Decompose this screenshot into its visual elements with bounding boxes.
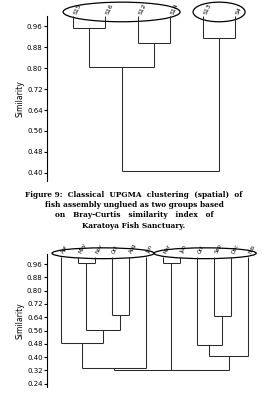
Y-axis label: Similarity: Similarity <box>15 80 24 117</box>
Text: Figure 9:  Classical  UPGMA  clustering  (spatial)  of
fish assembly unglued as : Figure 9: Classical UPGMA clustering (sp… <box>25 191 243 230</box>
Y-axis label: Similarity: Similarity <box>15 302 24 339</box>
